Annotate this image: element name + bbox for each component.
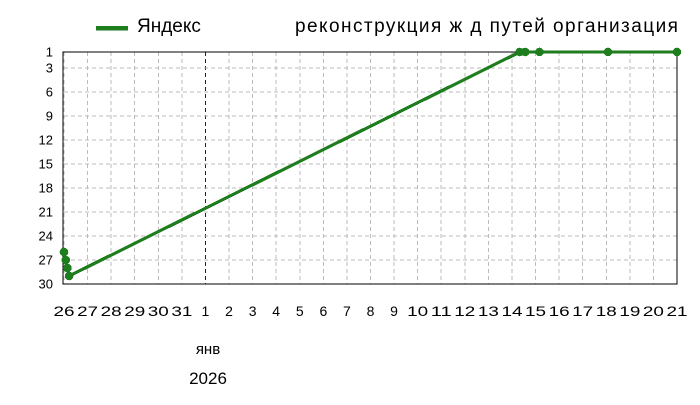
svg-text:3: 3	[46, 61, 53, 76]
svg-text:17: 17	[572, 303, 593, 319]
svg-text:12: 12	[39, 133, 53, 148]
svg-text:9: 9	[46, 109, 53, 124]
svg-text:1: 1	[46, 45, 53, 60]
svg-text:26: 26	[54, 303, 75, 319]
svg-text:18: 18	[39, 181, 53, 196]
svg-text:29: 29	[124, 303, 145, 319]
svg-text:15: 15	[39, 157, 53, 172]
svg-text:16: 16	[549, 303, 570, 319]
svg-text:6: 6	[46, 85, 53, 100]
svg-text:2026: 2026	[189, 369, 227, 388]
svg-text:24: 24	[39, 229, 53, 244]
svg-text:4: 4	[272, 303, 280, 319]
svg-text:20: 20	[643, 303, 664, 319]
svg-text:11: 11	[431, 303, 452, 319]
svg-text:27: 27	[39, 253, 53, 268]
svg-text:15: 15	[525, 303, 546, 319]
svg-text:14: 14	[501, 303, 522, 319]
svg-text:реконструкция ж д путей органи: реконструкция ж д путей организация	[295, 16, 679, 37]
svg-text:10: 10	[407, 303, 428, 319]
svg-text:Яндекс: Яндекс	[137, 16, 201, 37]
svg-text:6: 6	[319, 303, 327, 319]
svg-text:19: 19	[619, 303, 640, 319]
svg-text:13: 13	[478, 303, 499, 319]
svg-text:9: 9	[390, 303, 398, 319]
svg-text:18: 18	[596, 303, 617, 319]
svg-text:5: 5	[296, 303, 304, 319]
svg-text:31: 31	[171, 303, 192, 319]
svg-text:2: 2	[225, 303, 233, 319]
svg-text:8: 8	[367, 303, 375, 319]
svg-text:30: 30	[148, 303, 169, 319]
svg-text:21: 21	[667, 303, 688, 319]
svg-text:28: 28	[101, 303, 122, 319]
svg-text:1: 1	[202, 303, 210, 319]
svg-text:янв: янв	[196, 341, 220, 358]
svg-text:30: 30	[39, 277, 53, 292]
svg-text:21: 21	[39, 205, 53, 220]
svg-text:3: 3	[249, 303, 257, 319]
svg-text:27: 27	[77, 303, 98, 319]
svg-text:12: 12	[454, 303, 475, 319]
svg-text:7: 7	[343, 303, 351, 319]
